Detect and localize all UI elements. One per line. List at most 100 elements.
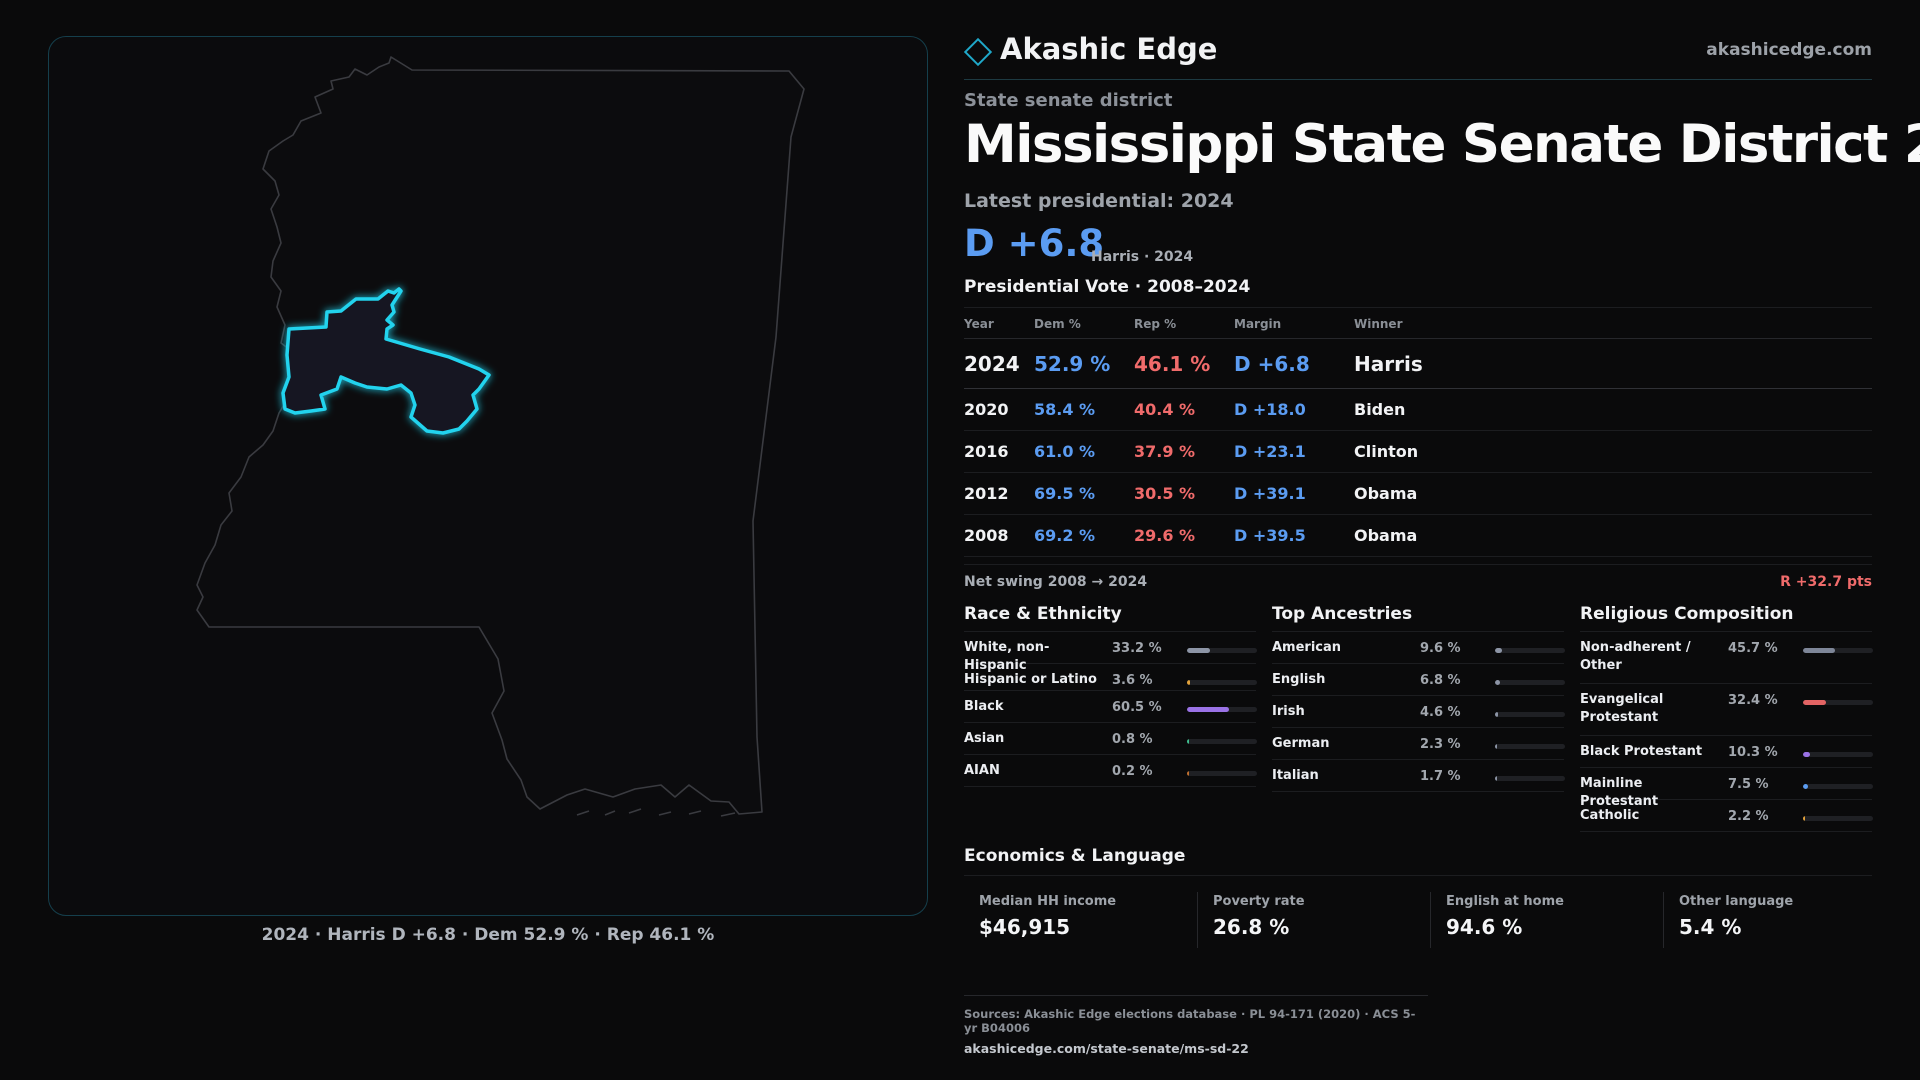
bar-value: 10.3 % (1728, 745, 1778, 760)
map-svg (196, 56, 805, 817)
page-title: Mississippi State Senate District 22 (964, 114, 1920, 175)
bar-track (1495, 648, 1565, 653)
econ-label: English at home (1446, 894, 1564, 909)
latest-presidential-label: Latest presidential: 2024 (964, 190, 1234, 212)
bar-value: 33.2 % (1112, 641, 1162, 656)
bar-fill (1495, 744, 1497, 749)
bar-row: Mainline Protestant 7.5 % (1580, 768, 1873, 809)
bar-fill (1187, 648, 1211, 653)
bar-value: 3.6 % (1112, 673, 1153, 688)
bar-track (1803, 648, 1873, 653)
bar-fill (1187, 771, 1189, 776)
bar-row: Catholic 2.2 % (1580, 800, 1873, 832)
bar-fill (1495, 680, 1500, 685)
cell-rep: 46.1 % (1134, 352, 1211, 376)
econ-value: $46,915 (979, 915, 1071, 939)
bar-label: Mainline Protestant (1580, 776, 1659, 809)
map-caption: 2024 · Harris D +6.8 · Dem 52.9 % · Rep … (261, 925, 715, 945)
cell-winner: Obama (1354, 526, 1418, 545)
bar-fill (1187, 707, 1230, 712)
cell-year: 2016 (964, 442, 1009, 461)
bar-track (1495, 776, 1565, 781)
brand-url-link[interactable]: akashicedge.com (1706, 40, 1872, 60)
bar-label: White, non-Hispanic (964, 640, 1050, 673)
net-swing-row: Net swing 2008 → 2024 R +32.7 pts (964, 564, 1872, 594)
bar-value: 60.5 % (1112, 700, 1162, 715)
presidential-section-title: Presidential Vote · 2008–2024 (964, 277, 1251, 297)
bar-value: 7.5 % (1728, 777, 1769, 792)
cell-dem: 58.4 % (1034, 400, 1096, 419)
bar-fill (1187, 739, 1189, 744)
econ-median-income: Median HH income $46,915 (964, 892, 1191, 948)
cell-rep: 40.4 % (1134, 400, 1196, 419)
bar-label: AIAN (964, 763, 1000, 778)
presidential-table: Year Dem % Rep % Margin Winner 2024 52.9… (964, 307, 1872, 557)
bar-row: English 6.8 % (1272, 664, 1565, 696)
table-row: 2012 69.5 % 30.5 % D +39.1 Obama (964, 473, 1872, 515)
district-22-outline (281, 287, 491, 435)
bar-row: Evangelical Protestant 32.4 % (1580, 684, 1873, 736)
bar-fill (1803, 752, 1811, 757)
bar-track (1187, 648, 1257, 653)
cell-dem: 69.2 % (1034, 526, 1096, 545)
bar-track (1803, 752, 1873, 757)
bar-label: Catholic (1580, 808, 1640, 823)
sources-footer: Sources: Akashic Edge elections database… (964, 995, 1428, 1056)
bar-row: Hispanic or Latino 3.6 % (964, 664, 1257, 691)
headline-margin: D +6.8 (964, 222, 1105, 265)
bar-value: 0.8 % (1112, 732, 1153, 747)
bar-row: German 2.3 % (1272, 728, 1565, 760)
header-year: Year (964, 317, 994, 331)
econ-label: Poverty rate (1213, 894, 1305, 909)
bar-value: 1.7 % (1420, 769, 1461, 784)
district-map (48, 36, 928, 916)
permalink[interactable]: akashicedge.com/state-senate/ms-sd-22 (964, 1041, 1249, 1056)
headline-margin-sub: Harris · 2024 (1091, 249, 1194, 265)
bar-track (1495, 680, 1565, 685)
header-winner: Winner (1354, 317, 1403, 331)
cell-rep: 29.6 % (1134, 526, 1196, 545)
table-row: 2016 61.0 % 37.9 % D +23.1 Clinton (964, 431, 1872, 473)
race-ethnicity-panel: Race & Ethnicity White, non-Hispanic 33.2… (964, 602, 1257, 787)
bar-fill (1803, 700, 1826, 705)
cell-margin: D +39.5 (1234, 526, 1306, 545)
bar-fill (1803, 816, 1805, 821)
econ-value: 94.6 % (1446, 915, 1523, 939)
cell-dem: 69.5 % (1034, 484, 1096, 503)
bar-value: 45.7 % (1728, 641, 1778, 656)
net-swing-value: R +32.7 pts (1780, 574, 1872, 590)
bar-track (1187, 680, 1257, 685)
economics-title: Economics & Language (964, 846, 1872, 876)
bar-fill (1495, 712, 1499, 717)
bar-row: Irish 4.6 % (1272, 696, 1565, 728)
bar-fill (1495, 648, 1502, 653)
bar-value: 32.4 % (1728, 693, 1778, 708)
header-margin: Margin (1234, 317, 1282, 331)
bar-track (1187, 707, 1257, 712)
brand-bar: Akashic Edge akashicedge.com (963, 30, 1872, 80)
brand-name[interactable]: Akashic Edge (1000, 32, 1218, 66)
cell-rep: 30.5 % (1134, 484, 1196, 503)
cell-margin: D +23.1 (1234, 442, 1306, 461)
bar-label: American (1272, 640, 1342, 655)
bar-track (1803, 784, 1873, 789)
state-outline (196, 56, 805, 815)
cell-margin: D +6.8 (1234, 352, 1310, 376)
religious-composition-panel: Religious Composition Non-adherent / Oth… (1580, 602, 1873, 832)
cell-year: 2012 (964, 484, 1009, 503)
bar-row: Black Protestant 10.3 % (1580, 736, 1873, 768)
bar-value: 2.3 % (1420, 737, 1461, 752)
table-row: 2020 58.4 % 40.4 % D +18.0 Biden (964, 389, 1872, 431)
bar-label: German (1272, 736, 1330, 751)
econ-value: 26.8 % (1213, 915, 1290, 939)
table-row: 2008 69.2 % 29.6 % D +39.5 Obama (964, 515, 1872, 557)
top-ancestries-title: Top Ancestries (1272, 602, 1564, 632)
table-header: Year Dem % Rep % Margin Winner (964, 308, 1872, 339)
header-dem: Dem % (1034, 317, 1081, 331)
cell-year: 2020 (964, 400, 1009, 419)
bar-label: Black Protestant (1580, 744, 1703, 759)
econ-label: Median HH income (979, 894, 1117, 909)
bar-fill (1495, 776, 1497, 781)
bar-row: American 9.6 % (1272, 632, 1565, 664)
bar-row: AIAN 0.2 % (964, 755, 1257, 787)
